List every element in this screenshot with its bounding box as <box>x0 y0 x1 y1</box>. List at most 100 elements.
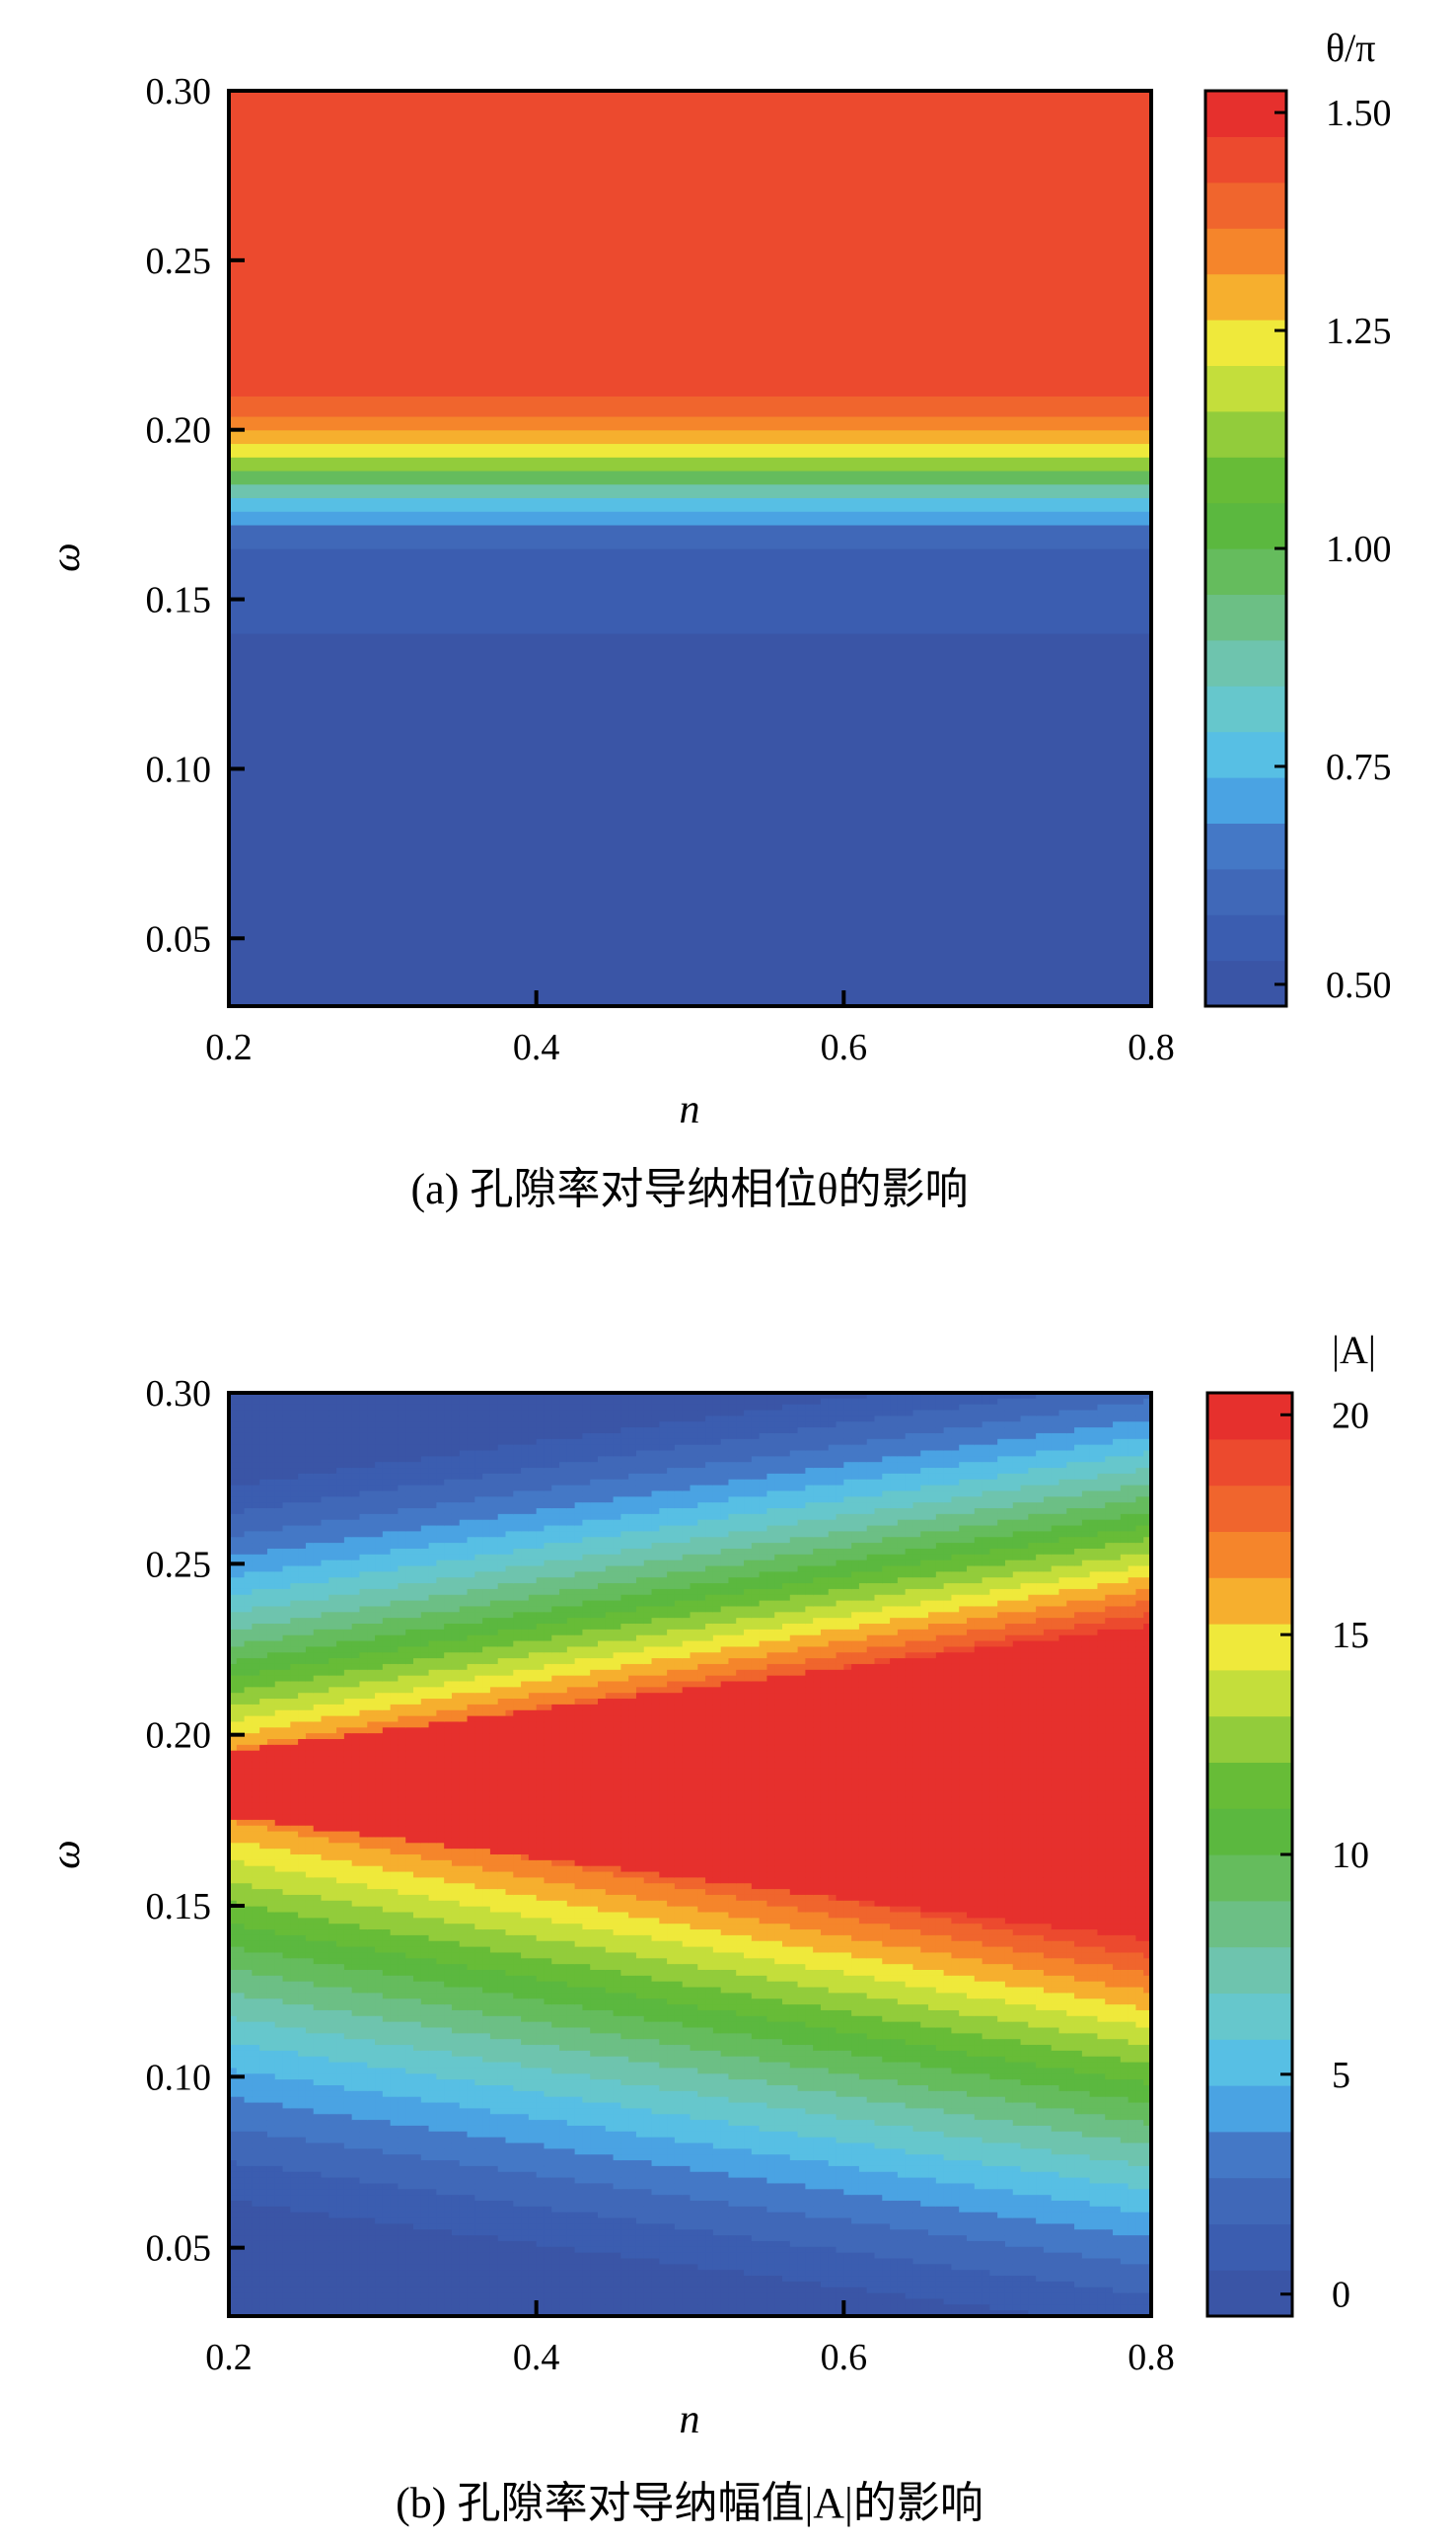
chart-b-cell <box>321 2021 329 2029</box>
chart-b-cell <box>321 1421 329 1428</box>
chart-b-cell <box>343 2292 353 2300</box>
chart-b-cell <box>259 2033 268 2040</box>
chart-b-cell <box>398 1468 406 1475</box>
chart-b-cell <box>420 1779 430 1786</box>
chart-b-cell <box>259 2304 268 2311</box>
chart-b-cell <box>321 1652 329 1659</box>
chart-b-cell <box>375 1594 384 1602</box>
chart-b-cell <box>436 2137 445 2144</box>
chart-b-cell <box>252 1398 260 1406</box>
chart-b-cell <box>305 1952 315 1959</box>
chart-b-cell <box>405 1634 414 1642</box>
chart-b-cell <box>405 1687 414 1694</box>
chart-b-cell <box>420 2298 430 2305</box>
chart-b-cell <box>252 2195 260 2202</box>
chart-b-cell <box>436 1924 445 1930</box>
chart-b-cell <box>321 2246 329 2254</box>
chart-b-cell <box>428 1554 437 1561</box>
chart-b-cell <box>343 1774 353 1780</box>
chart-b-cell <box>266 1583 276 1590</box>
chart-b-cell <box>313 1894 323 1902</box>
chart-b-cell <box>367 1727 376 1734</box>
chart-b-cell <box>436 2027 445 2034</box>
chart-b-cell <box>313 2073 323 2080</box>
chart-b-cell <box>367 1790 376 1798</box>
chart-b-cell <box>336 1924 345 1930</box>
chart-b-cell <box>367 1693 376 1700</box>
chart-b-cell <box>405 2287 414 2294</box>
chart-b-cell <box>313 1560 323 1567</box>
chart-b-cell <box>375 2102 384 2109</box>
chart-b-cell <box>351 1525 361 1532</box>
chart-b-cell <box>321 1410 329 1416</box>
chart-b-cell <box>259 2183 268 2190</box>
chart-b-cell <box>420 2235 430 2242</box>
chart-b-cell <box>259 1819 268 1827</box>
chart-b-cell <box>321 1889 329 1896</box>
chart-b-cell <box>451 1681 461 1688</box>
chart-b-cell <box>428 1427 437 1434</box>
chart-b-cell <box>359 2235 368 2242</box>
chart-b-cell <box>459 1629 469 1636</box>
chart-b-cell <box>420 2056 430 2064</box>
chart-b-cell <box>382 1502 392 1509</box>
chart-b-cell <box>420 1819 430 1827</box>
chart-b-cell <box>336 2235 345 2242</box>
chart-b-cell <box>266 1473 276 1481</box>
chart-b-cell <box>420 1929 430 1936</box>
chart-b-cell <box>428 1525 437 1532</box>
chart-b-cell <box>375 1612 384 1619</box>
chart-b-cell <box>375 2252 384 2260</box>
chart-b-cell <box>259 2027 268 2034</box>
chart-b-cell <box>351 2131 361 2139</box>
chart-b-cell <box>459 1669 469 1677</box>
chart-b-cell <box>343 1744 353 1752</box>
chart-b-cell <box>328 1421 337 1428</box>
chart-b-cell <box>252 1513 260 1521</box>
chart-b-cell <box>459 1468 469 1475</box>
chart-b-cell <box>359 1849 368 1855</box>
chart-b-cell <box>229 1543 238 1550</box>
chart-b-cell <box>436 2235 445 2242</box>
chart-b-cell <box>444 2045 453 2052</box>
chart-b-cell <box>298 1849 307 1855</box>
chart-b-cell <box>252 1779 260 1786</box>
chart-b-cell <box>336 1715 345 1723</box>
chart-b-cell <box>266 1837 276 1844</box>
chart-b-cell <box>266 2033 276 2040</box>
chart-b-cell <box>436 2004 445 2011</box>
chart-b-cell <box>451 2102 461 2109</box>
chart-b-cell <box>328 2004 337 2011</box>
chart-b-cell <box>321 2276 329 2283</box>
chart-b-cell <box>252 2246 260 2254</box>
chart-b-cell <box>328 1577 337 1584</box>
chart-b-cell <box>252 1918 260 1924</box>
chart-b-cell <box>351 2079 361 2086</box>
chart-b-cell <box>444 1825 453 1833</box>
chart-b-cell <box>266 1744 276 1752</box>
chart-b-cell <box>451 1600 461 1608</box>
chart-b-cell <box>413 1525 422 1532</box>
chart-b-cell <box>436 1814 445 1821</box>
chart-b-cell <box>375 1421 384 1428</box>
chart-b-cell <box>313 1987 323 1994</box>
chart-b-cell <box>351 1687 361 1694</box>
chart-b-cell <box>451 2079 461 2086</box>
chart-b-cell <box>359 2217 368 2224</box>
chart-b-cell <box>328 1859 337 1867</box>
chart-b-cell <box>229 1808 238 1815</box>
chart-b-cell <box>398 2201 406 2208</box>
chart-b-cell <box>436 2073 445 2080</box>
chart-b-cell <box>266 1502 276 1509</box>
chart-b-cell <box>305 1663 315 1671</box>
chart-b-cell <box>413 2142 422 2149</box>
chart-b-cell <box>266 1438 276 1446</box>
chart-b-cell <box>367 1618 376 1625</box>
chart-b-cell <box>413 1906 422 1914</box>
chart-b-cell <box>351 1565 361 1572</box>
chart-b-cell <box>367 1709 376 1717</box>
chart-b-cell <box>382 1652 392 1659</box>
chart-b-cell <box>420 1987 430 1994</box>
chart-b-cell <box>413 1468 422 1475</box>
chart-b-cell <box>413 1594 422 1602</box>
